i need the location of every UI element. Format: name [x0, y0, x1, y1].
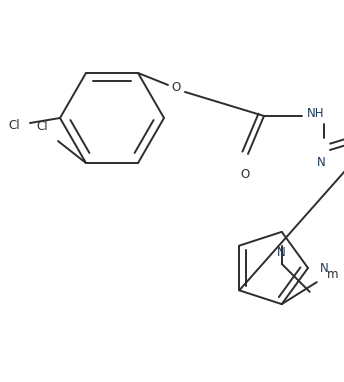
Text: Cl: Cl	[8, 118, 20, 131]
Text: NH: NH	[307, 107, 325, 120]
Text: Cl: Cl	[36, 120, 48, 133]
Text: O: O	[171, 81, 181, 94]
Text: N: N	[277, 246, 286, 259]
Text: O: O	[240, 168, 250, 181]
Text: m: m	[327, 268, 338, 281]
Text: N: N	[320, 262, 329, 275]
Text: N: N	[316, 156, 325, 169]
